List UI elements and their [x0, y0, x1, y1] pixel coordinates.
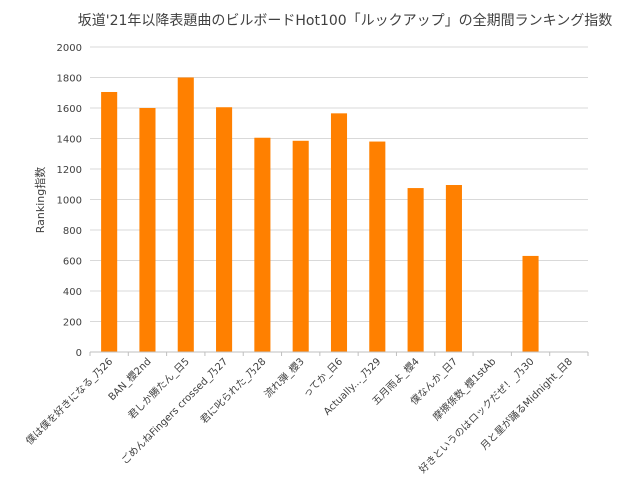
bar	[101, 91, 118, 353]
bar	[139, 108, 156, 352]
x-tick-label: 僕は僕を好きになる_乃26	[23, 355, 115, 447]
bars	[101, 77, 539, 353]
bar	[330, 113, 348, 353]
y-tick-label: 1000	[57, 196, 82, 207]
y-axis-ticks: 0 200 400 600 800 1000 1200 1400 1600 1800 2000	[57, 43, 82, 359]
y-tick-label: 600	[63, 257, 82, 268]
bar	[216, 107, 233, 352]
bar	[369, 141, 386, 352]
bar	[522, 255, 539, 352]
y-tick-label: 1400	[57, 135, 82, 146]
y-tick-label: 1800	[57, 74, 82, 85]
y-tick-label: 2000	[57, 43, 82, 54]
x-tick-label: 君に叱られた_乃28	[198, 356, 269, 427]
bar	[254, 137, 271, 352]
y-tick-label: 0	[76, 348, 82, 359]
x-tick-label: 摩擦係数_櫻1stAb	[430, 355, 498, 423]
y-tick-label: 800	[63, 226, 82, 237]
x-axis-ticks: 僕は僕を好きになる_乃26BAN_櫻2nd君しか勝たん_日5ごめんねFinger…	[23, 352, 589, 476]
bar	[407, 188, 424, 352]
y-tick-label: 1600	[57, 104, 82, 115]
y-tick-label: 200	[63, 318, 82, 329]
bar	[445, 185, 462, 352]
y-axis-label: Ranking指数	[33, 167, 47, 234]
chart-title: 坂道'21年以降表題曲のビルボードHot100「ルックアップ」の全期間ランキング…	[78, 12, 613, 29]
x-tick-label: 流れ弾_櫻3	[261, 355, 307, 401]
bar	[177, 77, 194, 352]
y-tick-label: 400	[63, 287, 82, 298]
y-tick-label: 1200	[57, 165, 82, 176]
bar	[292, 140, 309, 352]
